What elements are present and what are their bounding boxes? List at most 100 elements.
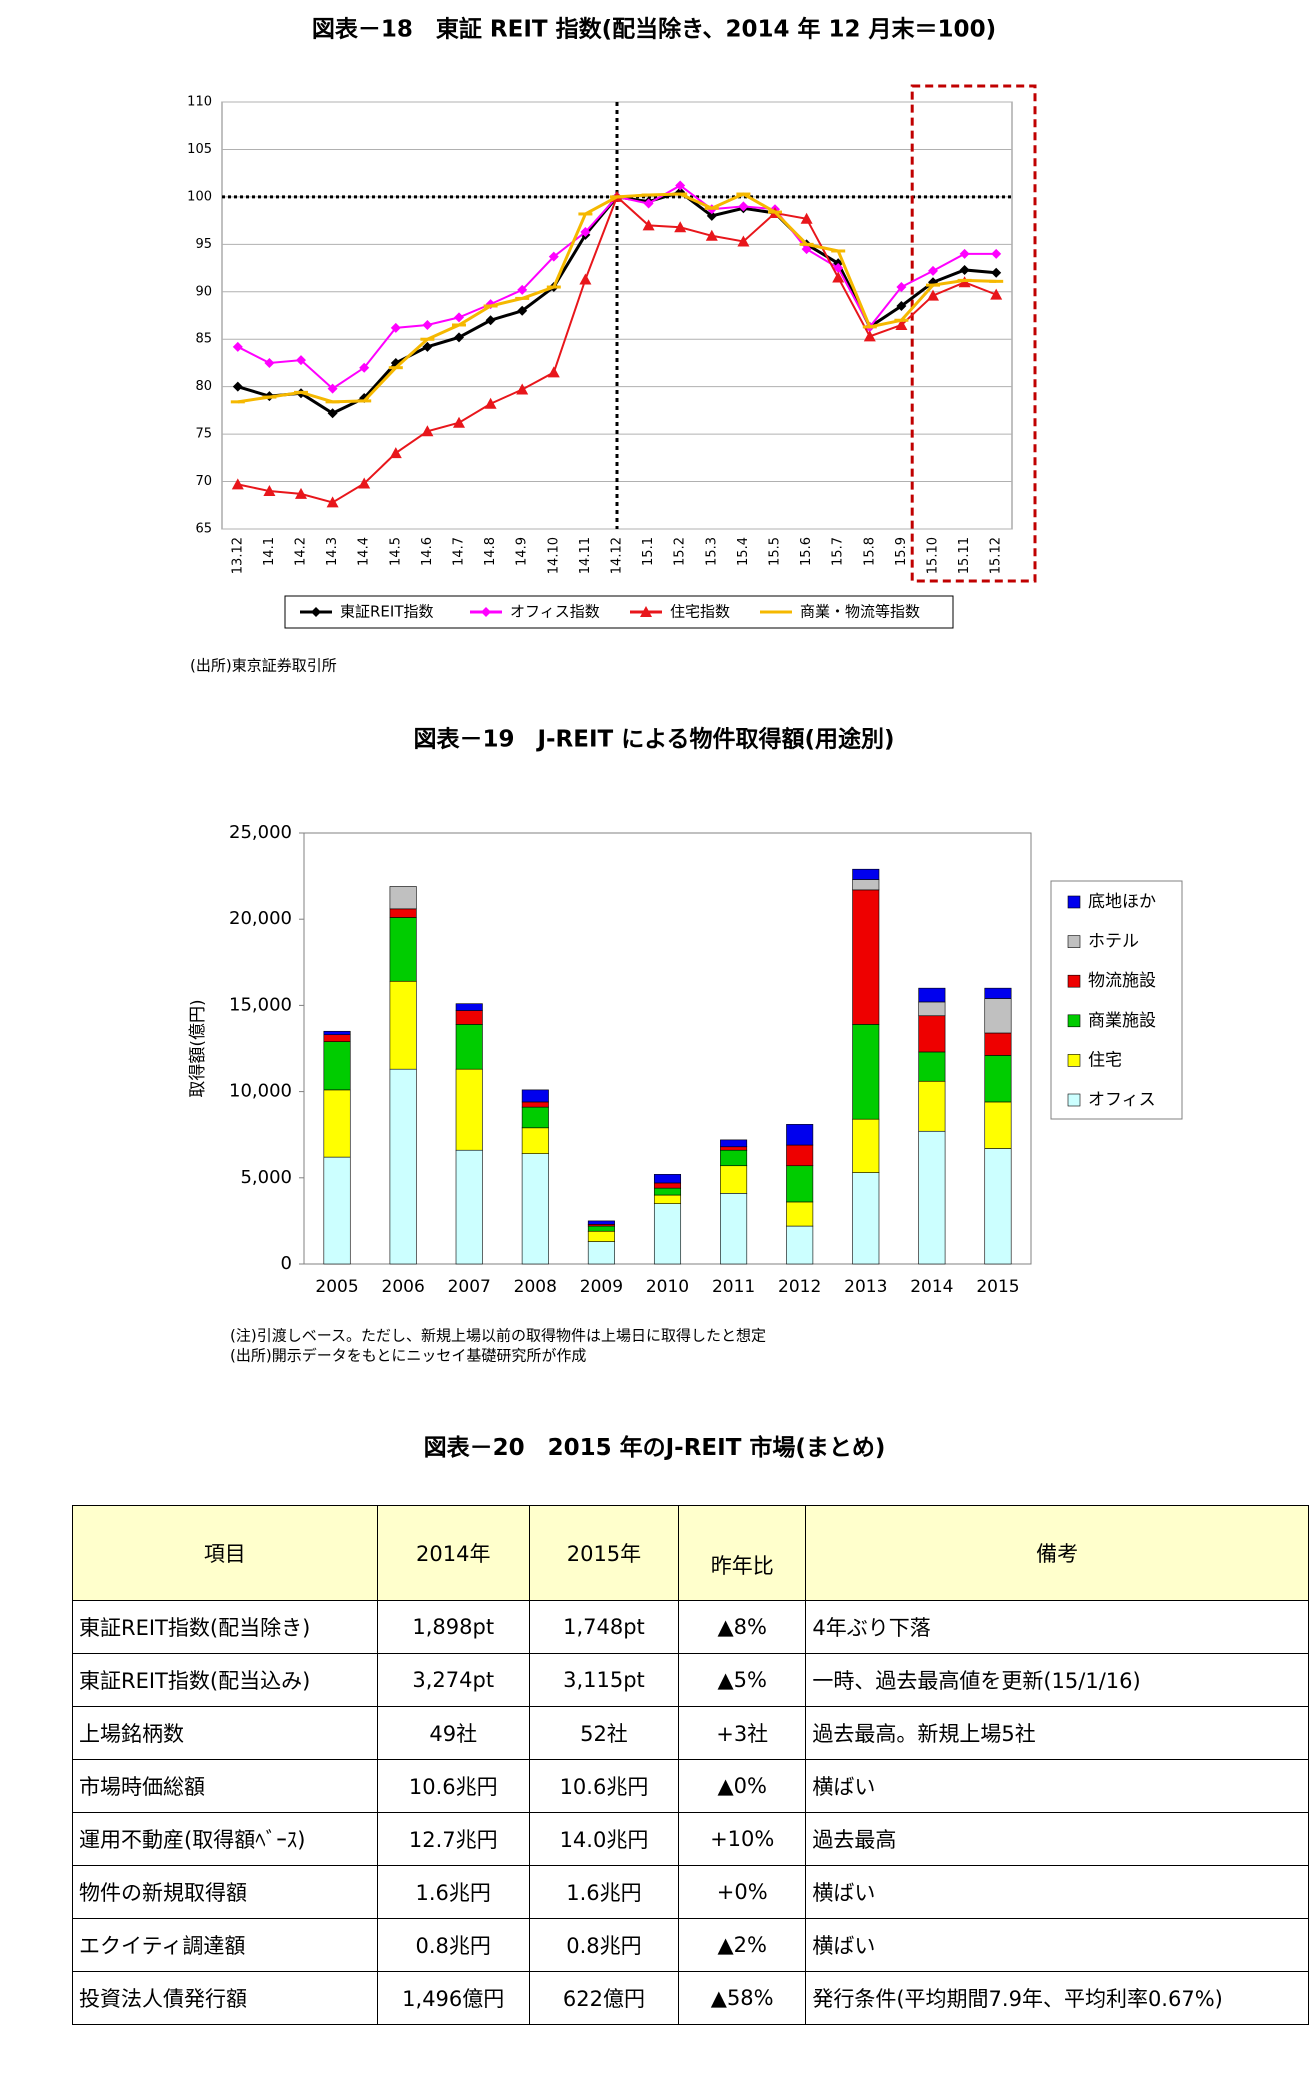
marker xyxy=(928,265,938,276)
header-cell: 昨年比 xyxy=(678,1505,807,1601)
marker xyxy=(989,279,1004,283)
x-tick-label: 2015 xyxy=(976,1277,1019,1297)
bar-segment xyxy=(521,1153,549,1265)
marker xyxy=(295,487,307,499)
marker xyxy=(642,219,655,231)
bar-segment xyxy=(455,1068,483,1151)
marker xyxy=(548,251,559,262)
marker xyxy=(706,210,717,221)
marker xyxy=(327,383,338,394)
y-tick-label: 20,000 xyxy=(229,908,292,929)
legend-label: ホテル xyxy=(1088,932,1139,952)
marker xyxy=(390,322,401,333)
marker xyxy=(643,198,654,209)
y-tick-label: 70 xyxy=(195,474,212,489)
marker xyxy=(294,390,308,394)
marker xyxy=(326,496,339,508)
bar-segment xyxy=(852,1172,880,1265)
marker xyxy=(737,235,750,247)
bar-segment xyxy=(786,1225,814,1265)
marker xyxy=(831,249,846,253)
table-cell: ▲5% xyxy=(678,1653,807,1707)
bar-segment xyxy=(852,889,880,1025)
legend-label: 底地ほか xyxy=(1088,892,1156,912)
table-row: 東証REIT指数(配当除き) 1,898pt 1,748pt ▲8% 4年ぶり下落 xyxy=(72,1600,1309,1654)
highlight-box xyxy=(910,84,1037,583)
bar-segment xyxy=(653,1187,682,1196)
x-tick-label: 2013 xyxy=(844,1277,887,1297)
table-cell: 1.6兆円 xyxy=(376,1865,530,1919)
marker xyxy=(484,397,497,409)
bar-segment xyxy=(918,1001,946,1017)
x-tick-label: 14.11 xyxy=(578,537,593,574)
y-tick-label: 0 xyxy=(281,1253,292,1274)
table-cell: 1.6兆円 xyxy=(528,1865,680,1919)
bar-segment xyxy=(587,1220,615,1225)
header-cell: 2014年 xyxy=(376,1505,530,1601)
x-tick-label: 15.10 xyxy=(926,537,941,574)
table-cell: 過去最高 xyxy=(805,1812,1309,1866)
bar-segment xyxy=(653,1203,682,1265)
bar-segment xyxy=(720,1139,748,1148)
bar-segment xyxy=(455,1149,483,1265)
x-tick-label: 15.6 xyxy=(799,537,814,566)
bar-segment xyxy=(521,1101,549,1108)
legend-label: 商業施設 xyxy=(1088,1011,1156,1031)
bar-segment xyxy=(786,1201,814,1227)
bar-segment xyxy=(653,1194,682,1204)
marker xyxy=(674,221,687,233)
x-tick-label: 2010 xyxy=(646,1277,689,1297)
table-row: 上場銘柄数 49社 52社 +3社 過去最高。新規上場5社 xyxy=(72,1706,1309,1760)
table-cell: 3,115pt xyxy=(528,1653,680,1707)
bar-segment xyxy=(653,1174,682,1184)
bar-segment xyxy=(323,1030,351,1036)
x-tick-label: 14.5 xyxy=(388,537,403,566)
bar-segment xyxy=(984,987,1012,999)
bar-segment xyxy=(720,1193,748,1265)
marker xyxy=(420,337,435,341)
marker xyxy=(311,607,321,617)
marker xyxy=(452,323,466,327)
marker xyxy=(896,282,907,293)
bar-segment xyxy=(918,1130,946,1265)
marker xyxy=(896,301,907,312)
marker xyxy=(610,195,624,199)
legend-label: オフィス指数 xyxy=(510,603,600,621)
legend-label: 住宅 xyxy=(1088,1050,1122,1070)
chart-note: (出所)開示データをもとにニッセイ基礎研究所が作成 xyxy=(230,1347,586,1365)
marker xyxy=(453,416,465,428)
table-cell: ▲0% xyxy=(678,1759,807,1813)
bar-segment xyxy=(323,1156,351,1265)
source-note: (出所)東京証券取引所 xyxy=(190,657,337,675)
marker xyxy=(517,305,528,316)
table-cell: 12.7兆円 xyxy=(376,1812,530,1866)
marker xyxy=(388,366,403,370)
y-axis-title: 取得額(億円) xyxy=(188,999,208,1097)
marker xyxy=(546,285,561,289)
marker xyxy=(358,477,371,489)
x-tick-label: 14.4 xyxy=(357,537,372,566)
y-tick-label: 10,000 xyxy=(229,1081,292,1102)
x-tick-label: 2007 xyxy=(448,1277,491,1297)
bar-segment xyxy=(984,1148,1012,1265)
legend-label: 商業・物流等指数 xyxy=(800,603,920,621)
table-cell: 0.8兆円 xyxy=(376,1918,530,1972)
y-tick-label: 85 xyxy=(195,332,212,347)
legend-swatch xyxy=(1067,1014,1081,1028)
table-cell: 10.6兆円 xyxy=(376,1759,530,1813)
x-tick-label: 2009 xyxy=(580,1277,623,1297)
table-cell: 投資法人債発行額 xyxy=(72,1971,378,2025)
marker xyxy=(481,607,491,617)
summary-table: 項目 2014年 2015年 昨年比 備考 東証REIT指数(配当除き) 1,898pt 1,… xyxy=(72,1505,1309,2025)
legend-swatch xyxy=(1067,1093,1081,1107)
bar-segment xyxy=(323,1034,351,1042)
marker xyxy=(421,425,434,437)
chart-note: (注)引渡しベース。ただし、新規上場以前の取得物件は上場日に取得したと想定 xyxy=(230,1327,766,1345)
bar-segment xyxy=(587,1230,615,1242)
y-tick-label: 5,000 xyxy=(240,1167,292,1188)
x-tick-label: 14.6 xyxy=(420,537,435,566)
x-tick-label: 15.2 xyxy=(673,537,688,566)
bar-segment xyxy=(984,1055,1012,1103)
table-cell: 622億円 xyxy=(528,1971,680,2025)
table-cell: 14.0兆円 xyxy=(528,1812,680,1866)
